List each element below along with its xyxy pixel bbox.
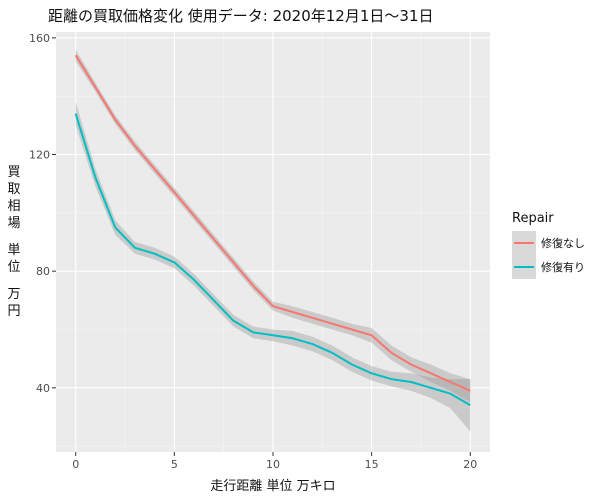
x-axis-title: 走行距離 単位 万キロ xyxy=(210,478,335,494)
y-tick-label: 80 xyxy=(36,265,50,278)
y-axis-title-char: 相 xyxy=(7,199,20,214)
legend-label: 修復有り xyxy=(541,260,585,274)
x-tick-label: 0 xyxy=(72,458,79,471)
chart-title: 距離の買取価格変化 使用データ: 2020年12月1日～31日 xyxy=(48,7,433,25)
y-axis-title-char: 買 xyxy=(7,165,20,180)
y-axis-title-char: 万 xyxy=(7,287,20,302)
grid-layer xyxy=(56,32,490,452)
x-tick-label: 20 xyxy=(463,458,477,471)
y-axis-title-char: 位 xyxy=(7,260,20,275)
series-line-2 xyxy=(74,113,471,407)
x-tick-label: 15 xyxy=(365,458,379,471)
y-axis-title-char: 取 xyxy=(7,182,20,197)
confidence-band-1 xyxy=(75,49,471,403)
legend-title: Repair xyxy=(512,211,554,226)
y-axis-title-char: 円 xyxy=(7,304,20,319)
x-tick-label: 5 xyxy=(171,458,178,471)
legend-label: 修復なし xyxy=(541,236,585,250)
y-tick-label: 40 xyxy=(36,382,50,395)
axis-layer: 0 5 10 15 20 40 80 120 160 xyxy=(29,32,477,471)
y-axis-title-char: 場 xyxy=(7,216,20,231)
series-line-1 xyxy=(74,54,471,392)
y-axis-title-char: 単 xyxy=(7,242,20,258)
y-tick-label: 160 xyxy=(29,32,50,45)
line-layer xyxy=(74,54,471,407)
x-tick-label: 10 xyxy=(266,458,280,471)
ribbon-layer xyxy=(75,49,471,432)
y-tick-label: 120 xyxy=(29,149,50,162)
